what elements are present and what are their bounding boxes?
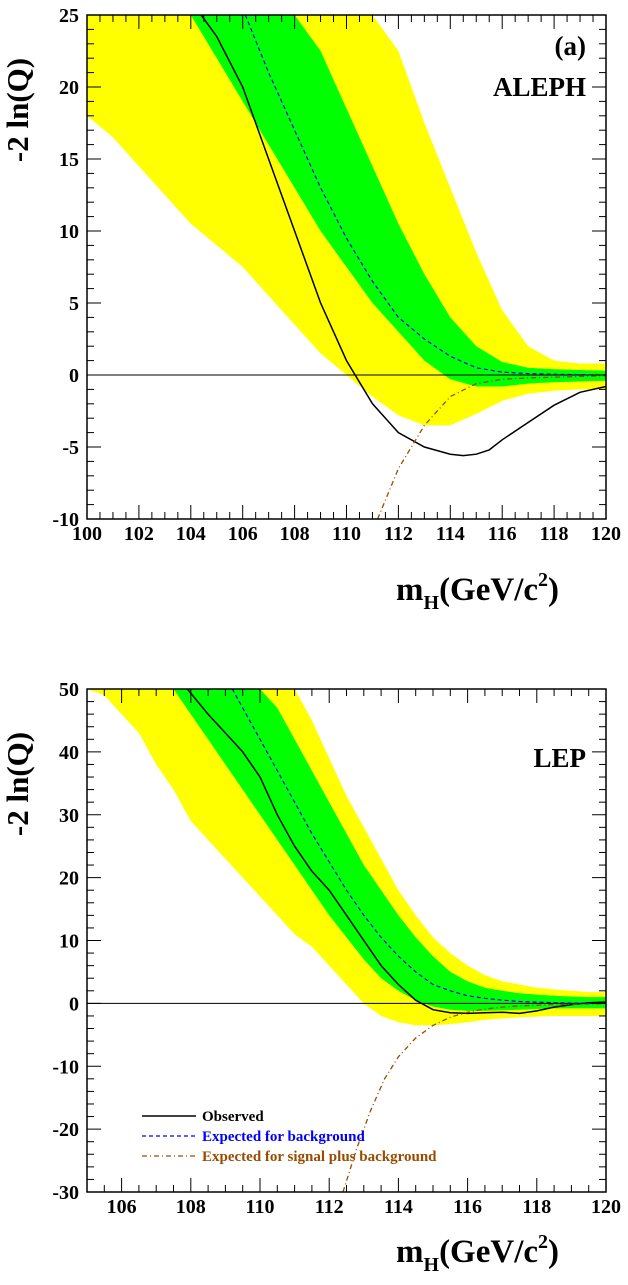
x-tick-label: 102 <box>124 523 154 545</box>
series-expected-signal-line <box>342 1003 606 1192</box>
panel-lep: 106 108 110 112 114 116 118 120 -30 -20 -10 0 10 20 30… <box>0 679 621 1276</box>
x-tick-label: 100 <box>72 523 102 545</box>
y-tick-label: -20 <box>52 1119 79 1141</box>
y-tick-label: 0 <box>69 365 79 387</box>
x-tick-label: 104 <box>176 523 206 545</box>
y-tick-label: -10 <box>52 509 79 531</box>
y-tick-label: 30 <box>59 805 79 827</box>
x-tick-label: 108 <box>280 523 310 545</box>
y-tick-label: 20 <box>59 77 79 99</box>
x-tick-label: 118 <box>522 1196 551 1218</box>
band-1sigma-green <box>173 689 606 1011</box>
legend-label: Expected for background <box>202 1129 365 1145</box>
x-tick-label: 120 <box>591 1196 621 1218</box>
panel-annotation: ALEPH <box>493 72 586 102</box>
x-tick-label: 116 <box>453 1196 482 1218</box>
x-tick-label: 110 <box>246 1196 275 1218</box>
series-expected-background-line <box>244 15 606 376</box>
series-observed-line <box>200 15 606 457</box>
x-axis-label: mH(GeV/c2) <box>396 569 559 614</box>
y-tick-label: -10 <box>52 1056 79 1078</box>
panel-annotation: LEP <box>533 743 586 773</box>
y-axis-label: -2 ln(Q) <box>0 732 35 836</box>
x-tick-label: 112 <box>315 1196 344 1218</box>
y-tick-label: 10 <box>59 221 79 243</box>
y-tick-label: 25 <box>59 5 79 27</box>
y-axis-label: -2 ln(Q) <box>0 58 35 162</box>
y-tick-label: 0 <box>69 993 79 1015</box>
plot-area <box>87 689 606 1192</box>
y-tick-label: -5 <box>62 437 79 459</box>
band-1sigma-green <box>190 15 606 387</box>
x-tick-label: 120 <box>591 523 621 545</box>
panel-aleph: 100 102 104 106 108 110 112 114 116 118 120 -10 -5 0 5… <box>0 5 621 614</box>
y-tick-label: 50 <box>59 679 79 701</box>
y-tick-label: 5 <box>69 293 79 315</box>
panel-annotation: (a) <box>555 31 586 61</box>
y-tick-label: 10 <box>59 931 79 953</box>
x-tick-label: 106 <box>228 523 258 545</box>
legend: Observed Expected for background Expected … <box>142 1109 437 1165</box>
legend-label: Expected for signal plus background <box>202 1149 437 1165</box>
x-tick-label: 110 <box>332 523 361 545</box>
x-tick-label: 114 <box>384 1196 413 1218</box>
x-axis-label: mH(GeV/c2) <box>396 1231 559 1276</box>
y-tick-label: 40 <box>59 742 79 764</box>
x-tick-label: 118 <box>540 523 569 545</box>
series-expected-background-line <box>231 689 606 1004</box>
x-tick-label: 116 <box>488 523 517 545</box>
x-tick-label: 108 <box>176 1196 206 1218</box>
plot-area <box>87 15 606 519</box>
x-tick-label: 112 <box>384 523 413 545</box>
y-tick-label: 20 <box>59 868 79 890</box>
series-observed-line <box>186 689 606 1015</box>
legend-label: Observed <box>202 1109 264 1125</box>
y-tick-label: 15 <box>59 149 79 171</box>
x-tick-label: 114 <box>436 523 465 545</box>
x-tick-label: 106 <box>107 1196 137 1218</box>
y-tick-label: -30 <box>52 1182 79 1204</box>
